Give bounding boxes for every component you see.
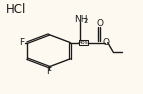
FancyBboxPatch shape (79, 40, 88, 45)
Text: NH: NH (75, 15, 88, 24)
Text: Abs: Abs (78, 40, 89, 45)
Text: F: F (46, 67, 51, 76)
Text: O: O (103, 38, 110, 47)
Text: F: F (19, 38, 24, 47)
Text: 2: 2 (84, 18, 88, 24)
Text: O: O (96, 19, 103, 28)
Text: HCl: HCl (6, 3, 26, 16)
